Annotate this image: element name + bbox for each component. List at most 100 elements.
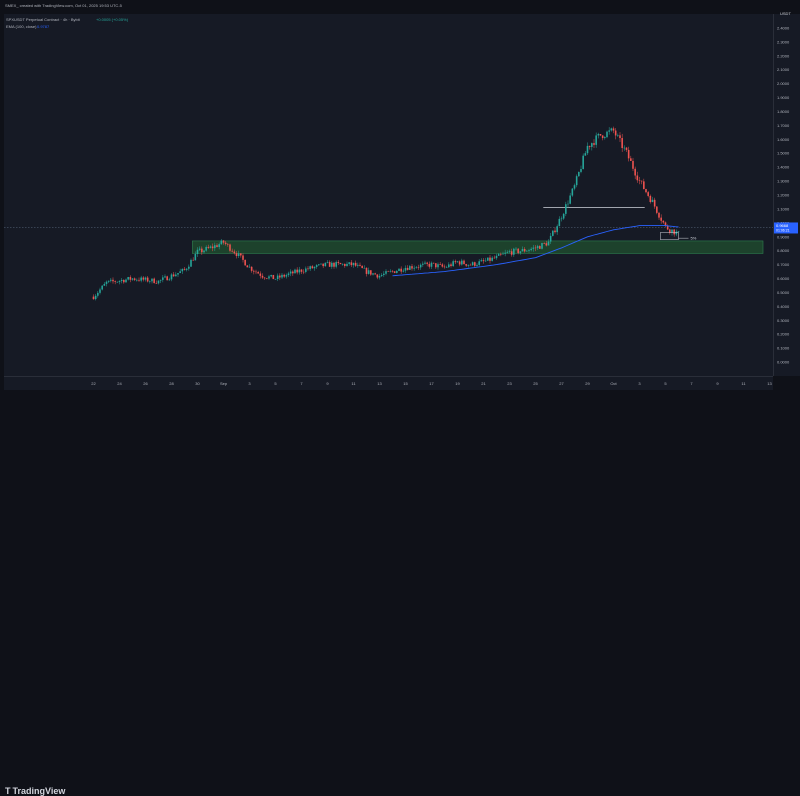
y-tick-label: 0.1000 — [777, 346, 790, 351]
tradingview-logo[interactable]: T TradingView — [5, 786, 65, 796]
candle-body — [500, 254, 502, 255]
candle-body — [450, 264, 452, 267]
candle-body — [159, 279, 162, 281]
candle-body — [491, 257, 493, 261]
x-tick-label: 5 — [664, 381, 667, 386]
tradingview-logo-icon: T — [5, 786, 10, 796]
x-tick-label: 3 — [638, 381, 641, 386]
y-tick-label: 2.4000 — [777, 25, 790, 30]
candle-body — [506, 251, 509, 253]
candle-body — [274, 279, 277, 280]
candle-body — [367, 270, 370, 274]
candle-body — [584, 153, 587, 156]
candle-body — [469, 264, 472, 266]
footer: T TradingView — [0, 390, 800, 796]
x-tick-label: 7 — [300, 381, 303, 386]
candle-body — [630, 158, 632, 161]
x-tick-label: 23 — [507, 381, 512, 386]
candle-body — [315, 265, 318, 267]
candle-body — [255, 271, 257, 273]
candle-body — [185, 268, 188, 270]
candle-body — [383, 273, 385, 275]
candle-body — [268, 276, 270, 279]
time-axis[interactable] — [4, 376, 773, 391]
candle-body — [376, 274, 379, 278]
chart-plot-area[interactable]: SPXUSDT Perpetual Contract · 4h · Bybit … — [4, 14, 773, 376]
candle-body — [261, 275, 264, 278]
candle-body — [474, 262, 476, 266]
candle-body — [240, 253, 242, 256]
candle-body — [220, 240, 223, 245]
candle-body — [298, 269, 301, 273]
indicator-line[interactable]: EMA (100, close) — [6, 24, 37, 29]
candle-body — [445, 267, 448, 268]
candle-body — [181, 268, 184, 272]
header-bar: SMEX_ created with TradingView.com, Oct … — [0, 0, 800, 14]
candle-body — [634, 168, 636, 176]
candle-body — [415, 267, 418, 268]
candle-body — [638, 180, 641, 181]
candle-body — [671, 229, 673, 233]
y-tick-label: 1.4000 — [777, 165, 790, 170]
candle-body — [374, 273, 376, 275]
candle-body — [573, 185, 576, 189]
candle-body — [471, 262, 474, 266]
candle-body — [140, 277, 142, 281]
candle-body — [142, 277, 145, 280]
candle-body — [328, 262, 331, 267]
candle-body — [645, 189, 647, 193]
candle-body — [482, 260, 485, 262]
candle-body — [458, 261, 461, 265]
candle-body — [263, 277, 266, 279]
candle-body — [352, 262, 355, 266]
candle-body — [350, 262, 353, 266]
candle-body — [125, 279, 127, 283]
candle-body — [578, 171, 580, 177]
candle-body — [279, 275, 281, 278]
candle-body — [136, 279, 138, 281]
candle-body — [149, 281, 151, 282]
candle-body — [545, 243, 548, 246]
candle-body — [521, 249, 524, 252]
x-tick-label: 17 — [429, 381, 434, 386]
candle-body — [517, 248, 519, 253]
candle-body — [138, 279, 140, 281]
candle-body — [322, 263, 324, 267]
y-tick-label: 0.8000 — [777, 248, 790, 253]
x-tick-label: 9 — [716, 381, 719, 386]
y-tick-label: 0.5000 — [777, 290, 790, 295]
candle-body — [510, 251, 513, 255]
x-tick-label: 11 — [741, 381, 746, 386]
candle-body — [389, 271, 392, 272]
price-badge-countdown: 01:06:21 — [776, 228, 790, 232]
candle-body — [591, 143, 593, 147]
candle-body — [606, 131, 608, 138]
price-axis[interactable] — [773, 14, 800, 376]
candle-body — [669, 229, 671, 233]
candle-body — [287, 273, 290, 276]
symbol-line[interactable]: SPXUSDT Perpetual Contract · 4h · Bybit — [6, 17, 80, 22]
candle-body — [363, 267, 366, 269]
candle-body — [155, 283, 158, 284]
candle-body — [560, 218, 563, 220]
candle-body — [441, 264, 444, 267]
candle-body — [179, 271, 181, 274]
candle-body — [467, 264, 470, 266]
price-badge — [774, 222, 798, 234]
candle-body — [571, 188, 574, 196]
candle-body — [326, 262, 329, 263]
candle-body — [250, 266, 253, 271]
author-line: SMEX_ created with TradingView.com, Oct … — [5, 3, 122, 8]
candle-body — [188, 266, 190, 269]
x-tick-label: 28 — [169, 381, 174, 386]
candle-body — [372, 273, 374, 275]
candle-body — [530, 248, 532, 251]
candle-body — [649, 195, 652, 203]
y-tick-label: 1.8000 — [777, 109, 790, 114]
candle-body — [218, 244, 220, 247]
candle-body — [192, 259, 194, 261]
x-tick-label: 13 — [377, 381, 382, 386]
y-tick-label: 2.3000 — [777, 39, 790, 44]
candle-body — [370, 270, 372, 275]
